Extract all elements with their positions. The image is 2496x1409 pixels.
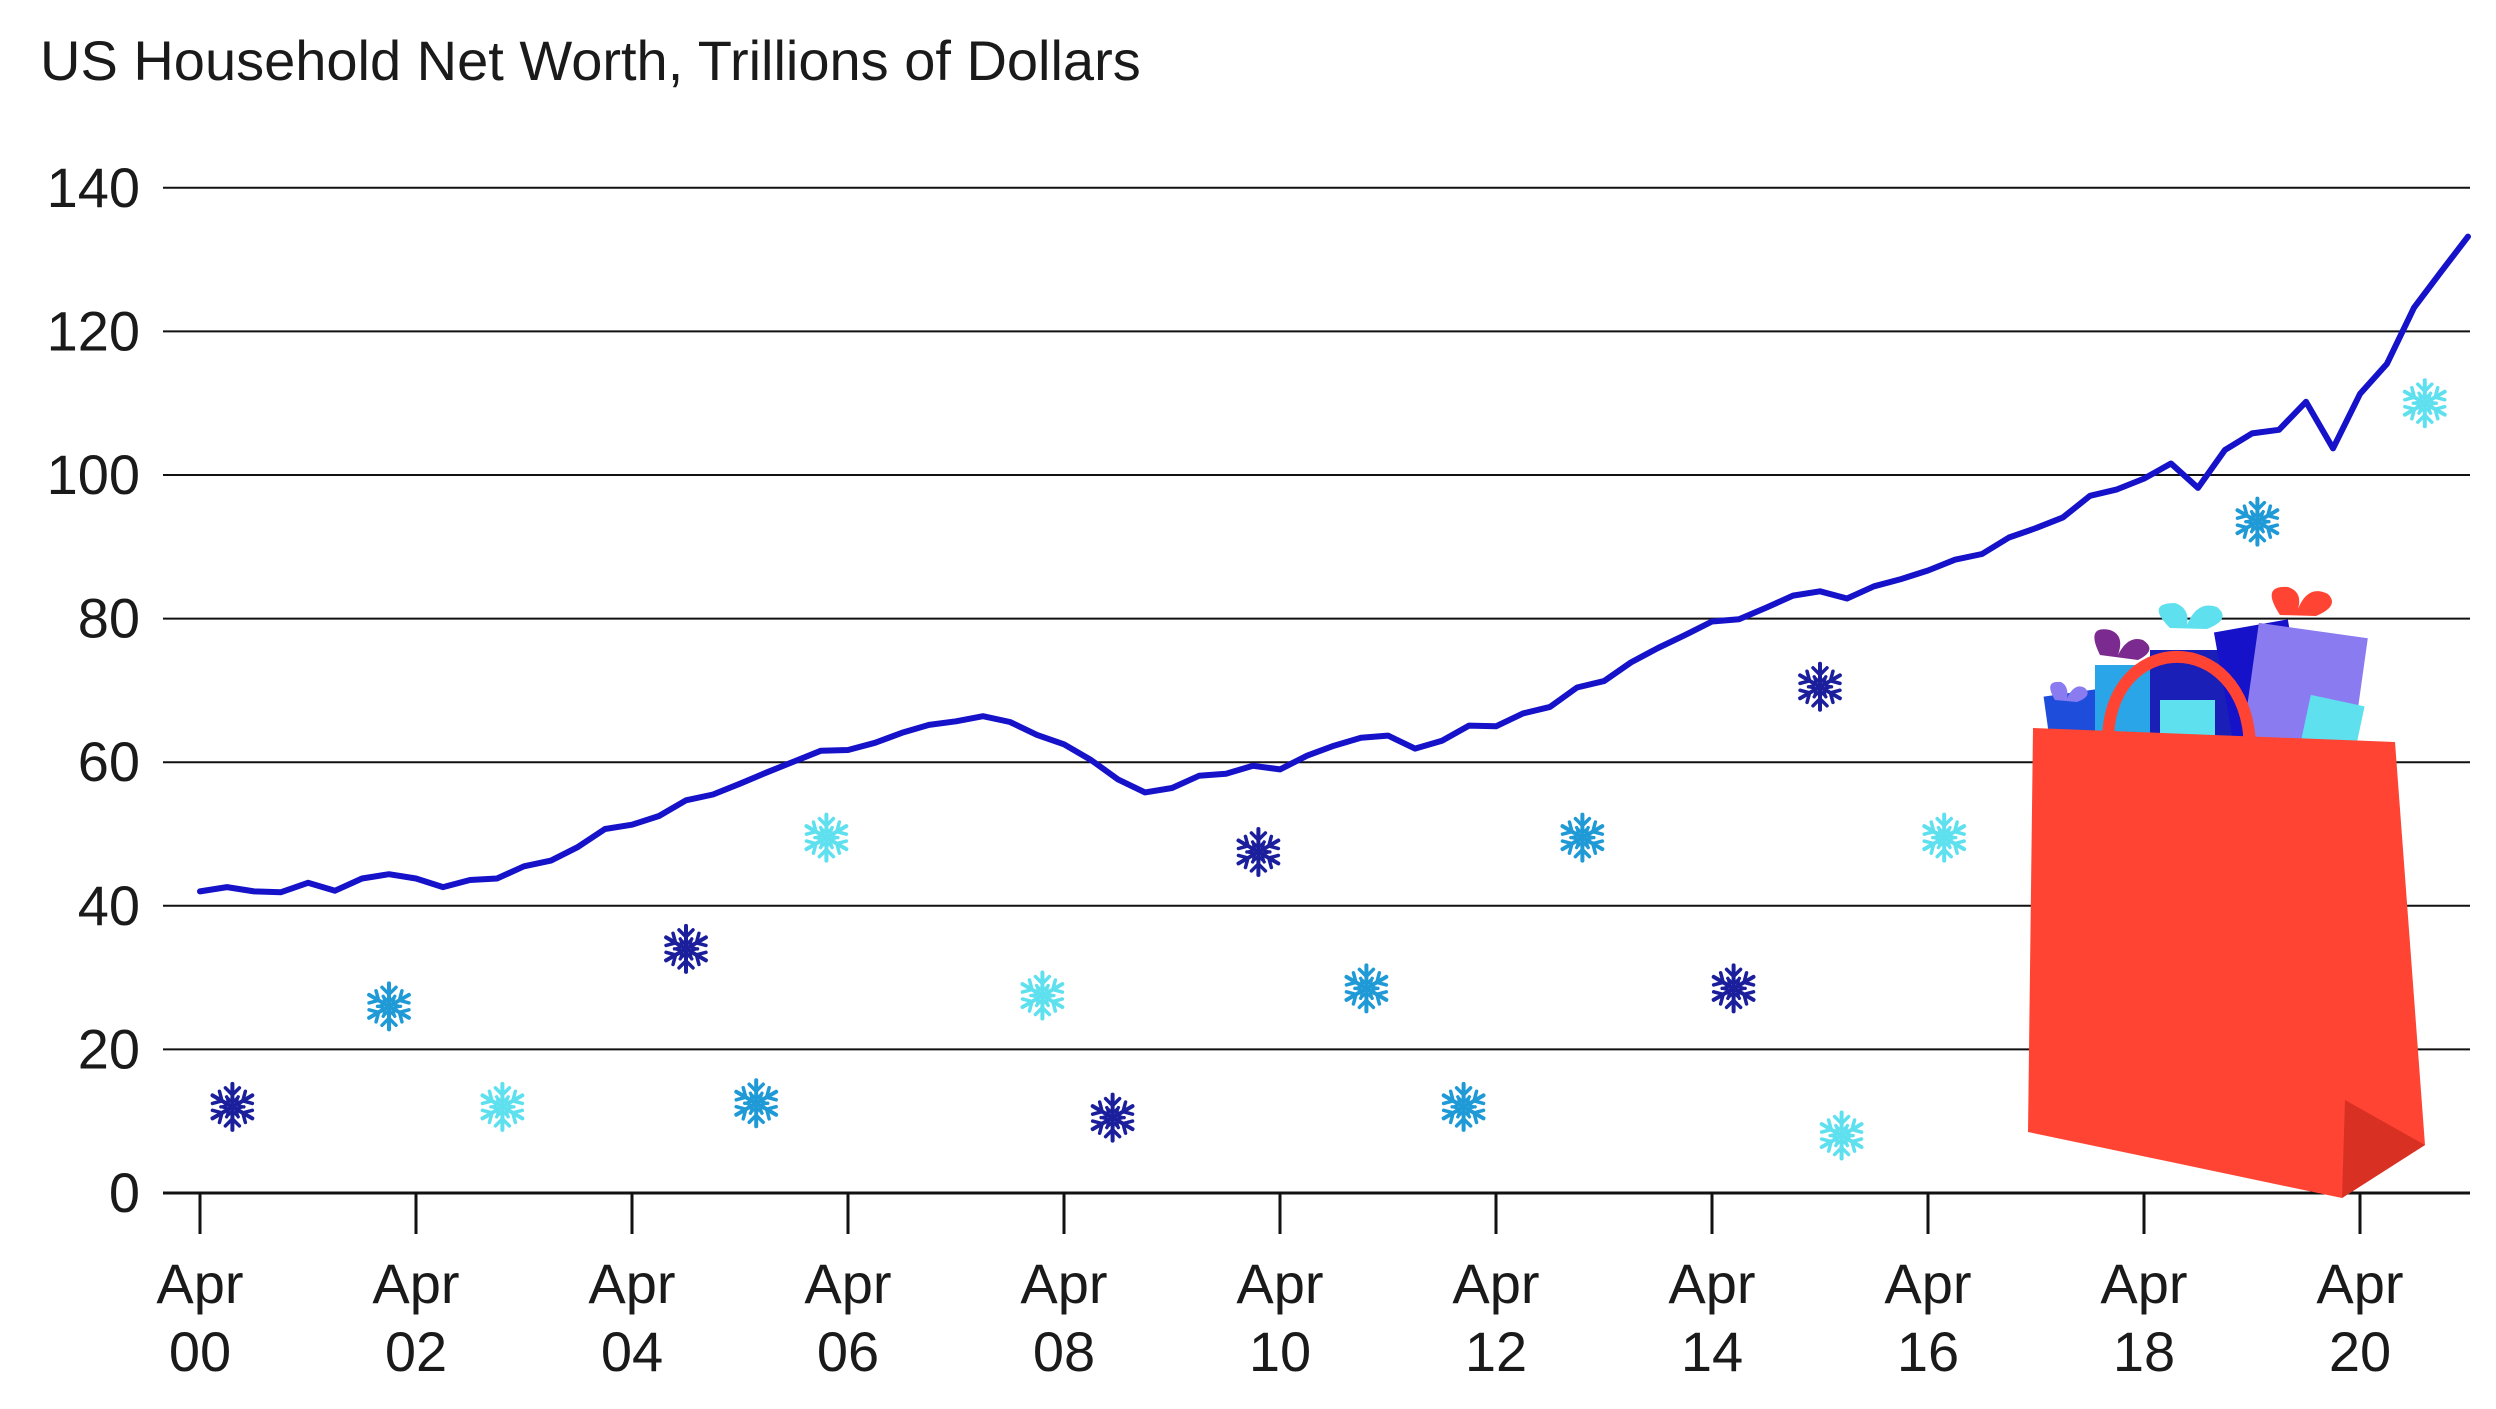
shopping-bag-icon — [2028, 586, 2425, 1198]
x-tick-label-year: 16 — [1897, 1320, 1959, 1383]
x-tick-label-year: 20 — [2329, 1320, 2391, 1383]
x-tick-label-month: Apr — [156, 1252, 243, 1315]
x-tick-label-year: 02 — [385, 1320, 447, 1383]
x-tick-label-year: 06 — [817, 1320, 879, 1383]
x-tick-label-year: 08 — [1033, 1320, 1095, 1383]
snowflake-icon — [1798, 661, 1842, 712]
snowflake-icon — [664, 923, 708, 974]
gridlines — [163, 186, 2470, 1195]
series-line — [197, 233, 2471, 896]
y-tick-label: 0 — [109, 1161, 140, 1224]
snowflake-icon — [804, 812, 849, 863]
snowflake-icon — [210, 1081, 255, 1132]
snowflake-icon — [1020, 970, 1065, 1021]
x-tick-label-year: 04 — [601, 1320, 663, 1383]
x-tick-label-month: Apr — [588, 1252, 675, 1315]
y-tick-label: 20 — [78, 1017, 140, 1080]
x-tick-label-month: Apr — [1020, 1252, 1107, 1315]
y-tick-label: 140 — [47, 156, 140, 219]
x-tick-label-year: 12 — [1465, 1320, 1527, 1383]
x-tick-label-year: 00 — [169, 1320, 231, 1383]
x-tick-label-month: Apr — [372, 1252, 459, 1315]
decorations — [210, 378, 2447, 1198]
x-tick-label-month: Apr — [1236, 1252, 1323, 1315]
snowflake-icon — [734, 1078, 779, 1129]
snowflake-icon — [1090, 1092, 1135, 1143]
y-tick-label: 80 — [78, 587, 140, 650]
snowflake-icon — [2402, 378, 2447, 429]
y-tick-label: 100 — [47, 443, 140, 506]
snowflake-icon — [1560, 812, 1605, 863]
chart-title: US Household Net Worth, Trillions of Dol… — [40, 29, 1141, 92]
snowflake-icon — [367, 981, 411, 1032]
x-tick-label-month: Apr — [1884, 1252, 1971, 1315]
snowflake-icon — [480, 1081, 525, 1132]
snowflake-icon — [1441, 1081, 1486, 1132]
snowflake-icon — [1236, 826, 1281, 877]
x-tick-label-month: Apr — [1452, 1252, 1539, 1315]
y-axis: 0 20 40 60 80 100 120 140 — [47, 156, 140, 1224]
x-tick-label-month: Apr — [2316, 1252, 2403, 1315]
x-tick-label-month: Apr — [804, 1252, 891, 1315]
snowflake-icon — [2235, 496, 2280, 547]
snowflake-icon — [1344, 963, 1389, 1014]
x-tick-label-month: Apr — [2100, 1252, 2187, 1315]
series — [197, 233, 2471, 896]
x-axis: Apr00Apr02Apr04Apr06Apr08Apr10Apr12Apr14… — [156, 1193, 2404, 1383]
x-tick-label-year: 10 — [1249, 1320, 1311, 1383]
snowflake-icon — [1819, 1110, 1864, 1161]
y-tick-label: 40 — [78, 874, 140, 937]
snowflake-icon — [1922, 812, 1967, 863]
x-tick-label-month: Apr — [1668, 1252, 1755, 1315]
x-tick-label-year: 14 — [1681, 1320, 1743, 1383]
x-tick-label-year: 18 — [2113, 1320, 2175, 1383]
y-tick-label: 60 — [78, 730, 140, 793]
snowflake-icon — [1711, 963, 1756, 1014]
y-tick-label: 120 — [47, 299, 140, 362]
